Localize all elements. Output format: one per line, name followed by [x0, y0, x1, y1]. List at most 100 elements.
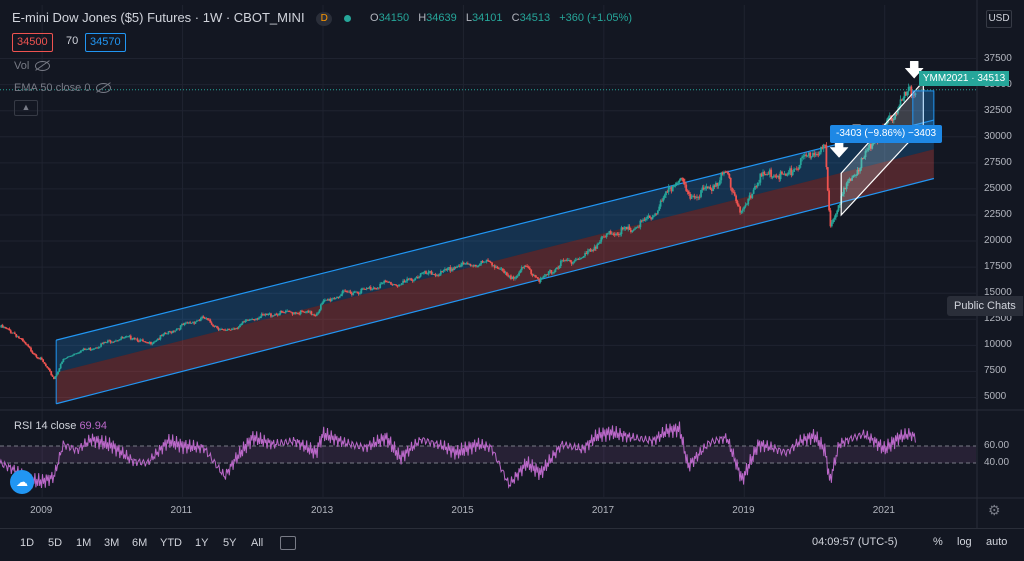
date-range-icon[interactable] — [280, 536, 296, 550]
candle-body — [669, 187, 671, 189]
candle-body — [175, 329, 178, 331]
clock[interactable]: 04:09:57 (UTC-5) — [812, 536, 898, 548]
candle-body — [367, 287, 369, 289]
candle-body — [377, 287, 380, 289]
candle-body — [457, 266, 460, 268]
timeframe-button-6m[interactable]: 6M — [132, 537, 148, 549]
timeframe-button-5d[interactable]: 5D — [48, 537, 63, 549]
candle-body — [460, 264, 462, 267]
timeframe-button-1d[interactable]: 1D — [20, 537, 35, 549]
candle-body — [39, 357, 42, 360]
close-label: C — [511, 12, 520, 24]
candle-body — [187, 322, 190, 324]
open-value: 34150 — [378, 12, 410, 24]
candle-body — [623, 228, 626, 230]
percent-toggle[interactable]: % — [933, 536, 943, 548]
timeframe-button-1m[interactable]: 1M — [76, 537, 92, 549]
candle-body — [683, 181, 686, 185]
candle-body — [852, 175, 855, 178]
symbol-title[interactable]: E-mini Dow Jones ($5) Futures · 1W · CBO… — [12, 10, 305, 25]
candle-body — [330, 299, 333, 302]
volume-label: Vol — [14, 60, 30, 72]
candle-body — [193, 322, 196, 324]
candle-body — [181, 324, 183, 326]
chart-header[interactable]: E-mini Dow Jones ($5) Futures · 1W · CBO… — [12, 10, 351, 26]
candle-body — [538, 278, 541, 282]
candle-body — [733, 192, 736, 196]
candle-body — [217, 327, 220, 330]
candle-body — [8, 328, 11, 331]
timeframe-button-all[interactable]: All — [251, 537, 264, 549]
candle-body — [848, 178, 851, 181]
candle-body — [662, 197, 665, 202]
candle-body — [520, 267, 523, 271]
candle-body — [537, 277, 539, 279]
candle-body — [305, 311, 307, 313]
timeframe-button-3m[interactable]: 3M — [104, 537, 120, 549]
rsi-legend[interactable]: RSI 14 close 69.94 — [14, 420, 107, 432]
candle-body — [729, 177, 732, 188]
sell-price-button[interactable]: 34500 — [12, 33, 53, 52]
candle-body — [735, 195, 737, 202]
timeframe-button-1y[interactable]: 1Y — [195, 537, 209, 549]
candle-body — [340, 294, 342, 297]
candle-body — [438, 274, 441, 276]
candle-body — [895, 113, 898, 115]
candle-body — [359, 292, 361, 294]
buy-price-button[interactable]: 34570 — [85, 33, 126, 52]
candle-body — [40, 357, 43, 360]
delay-badge: D — [316, 11, 333, 26]
price-tick-label: 27500 — [984, 156, 1012, 168]
auto-toggle[interactable]: auto — [986, 536, 1008, 548]
candle-body — [414, 278, 417, 281]
volume-indicator[interactable]: Vol — [14, 60, 51, 72]
candle-body — [373, 287, 376, 289]
candle-body — [51, 375, 54, 377]
candle-body — [158, 338, 160, 340]
candle-body — [611, 233, 613, 235]
candle-body — [392, 284, 395, 286]
candle-body — [48, 369, 51, 372]
candle-body — [723, 171, 725, 175]
measure-box — [912, 90, 935, 127]
candle-body — [774, 175, 777, 177]
candle-body — [619, 234, 622, 235]
cloud-icon[interactable]: ☁ — [10, 470, 34, 494]
candle-body — [411, 280, 414, 282]
log-toggle[interactable]: log — [957, 536, 972, 548]
candle-body — [310, 311, 313, 315]
time-tick-label: 2015 — [451, 505, 474, 516]
price-tick-label: 20000 — [984, 235, 1012, 247]
candle-body — [32, 353, 35, 355]
candle-body — [608, 231, 611, 233]
rsi-line — [0, 421, 916, 489]
measure-tool-label[interactable]: -3403 (−9.86%) −3403 — [830, 125, 943, 143]
candle-body — [380, 283, 383, 285]
public-chats-button[interactable]: Public Chats — [947, 296, 1023, 316]
candle-body — [576, 259, 578, 261]
ema-indicator[interactable]: EMA 50 close 0 — [14, 82, 112, 94]
hidden-eye-icon[interactable] — [96, 83, 112, 94]
candle-body — [344, 290, 347, 292]
gear-icon[interactable]: ⚙ — [988, 502, 1001, 518]
candle-body — [128, 335, 131, 337]
price-tick-label: 17500 — [984, 261, 1012, 273]
candle-body — [712, 185, 715, 191]
candle-body — [26, 344, 28, 346]
timeframe-button-5y[interactable]: 5Y — [223, 537, 237, 549]
candle-body — [290, 311, 293, 313]
candle-body — [739, 206, 742, 213]
timeframe-button-ytd[interactable]: YTD — [160, 537, 182, 549]
candle-body — [58, 368, 61, 372]
candle-body — [329, 298, 332, 302]
candle-body — [568, 260, 570, 261]
candle-body — [1, 325, 4, 328]
candle-body — [214, 326, 217, 328]
collapse-legend-button[interactable]: ▲ — [14, 100, 38, 116]
currency-button[interactable]: USD — [986, 10, 1012, 28]
candle-body — [573, 261, 576, 263]
candle-body — [65, 358, 67, 359]
hidden-eye-icon[interactable] — [35, 61, 51, 72]
candle-body — [20, 338, 23, 340]
